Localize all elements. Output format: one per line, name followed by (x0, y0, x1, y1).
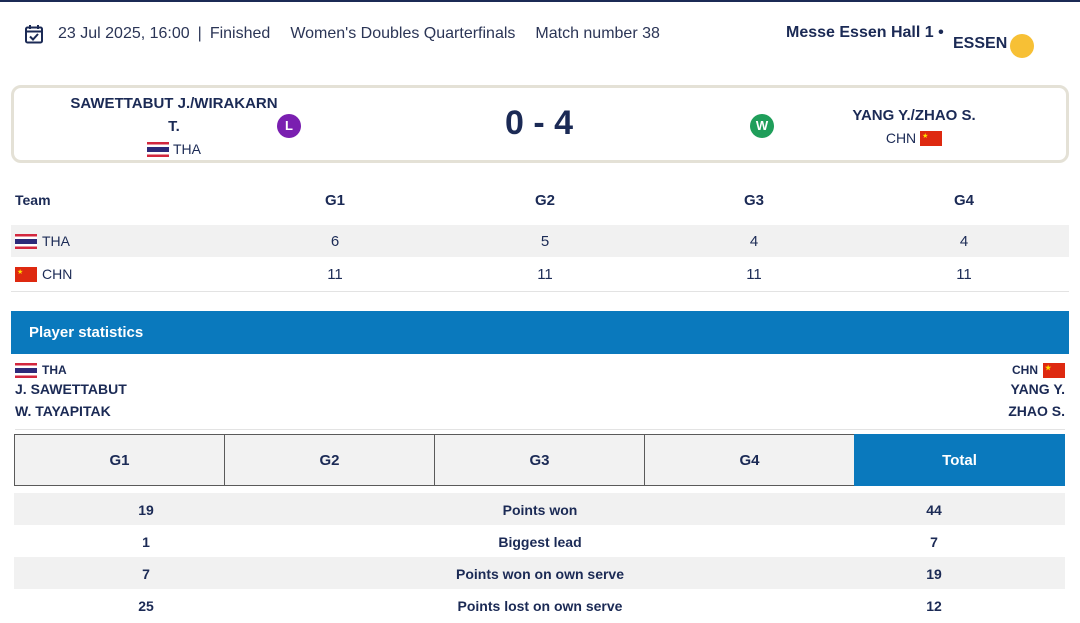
player-name[interactable]: W. TAYAPITAK (15, 403, 111, 419)
stat-row: 19 Points won 44 (14, 493, 1065, 525)
left-nation-code: THA (42, 363, 67, 377)
header-g1: G1 (324, 191, 345, 209)
match-date: 23 Jul 2025, 16:00 (58, 25, 190, 42)
top-rule (0, 0, 1080, 2)
thailand-flag-icon (15, 362, 37, 378)
calendar-check-icon (25, 25, 43, 44)
header-g2: G2 (534, 191, 555, 209)
player-name[interactable]: J. SAWETTABUT (15, 381, 127, 397)
row-team-code: CHN (42, 266, 73, 282)
match-score: 0 - 4 (504, 104, 574, 142)
game-tabs: G1 G2 G3 G4 Total (14, 434, 1065, 486)
game-score: 4 (749, 232, 759, 250)
player-statistics-title: Player statistics (29, 324, 144, 341)
win-badge: W (750, 114, 774, 138)
header-team: Team (15, 192, 51, 208)
tab-g3[interactable]: G3 (434, 434, 645, 486)
stats-table: 19 Points won 44 1 Biggest lead 7 7 Poin… (14, 493, 1065, 621)
stat-label: Points lost on own serve (457, 598, 623, 614)
stat-label: Points won (502, 502, 578, 518)
stat-left-value: 25 (138, 598, 154, 614)
team-b-name: YANG Y./ZHAO S. (852, 107, 976, 124)
tab-g2[interactable]: G2 (224, 434, 435, 486)
stat-right-value: 44 (926, 502, 942, 518)
stat-right-value: 19 (926, 566, 942, 582)
left-players: THA J. SAWETTABUT W. TAYAPITAK (15, 362, 127, 422)
table-row: THA 6 5 4 4 (11, 225, 1069, 257)
header-g4: G4 (953, 191, 974, 209)
china-flag-icon: ★ (1043, 362, 1065, 378)
event-name: Women's Doubles Quarterfinals (290, 25, 516, 42)
game-score: 11 (956, 265, 972, 283)
player-statistics-header: Player statistics (11, 311, 1069, 354)
row-team-code: THA (42, 233, 70, 249)
stat-row: 7 Points won on own serve 19 (14, 557, 1065, 589)
player-name[interactable]: ZHAO S. (1008, 403, 1065, 419)
score-card: SAWETTABUT J./WIRAKARN T. THA L 0 - 4 W … (11, 85, 1069, 163)
tab-g4[interactable]: G4 (644, 434, 855, 486)
tab-total[interactable]: Total (854, 434, 1065, 486)
table-row: ★ CHN 11 11 11 11 (11, 257, 1069, 292)
team-a-nation: THA (54, 138, 294, 161)
right-nation: CHN ★ (1008, 362, 1065, 378)
stat-row: 25 Points lost on own serve 12 (14, 589, 1065, 621)
divider (15, 429, 1065, 430)
stat-left-value: 19 (138, 502, 154, 518)
team-b-nation-code: CHN (885, 130, 917, 146)
stat-label: Biggest lead (498, 534, 582, 550)
stat-label: Points won on own serve (455, 566, 625, 582)
venue: Messe Essen Hall 1 • (786, 24, 944, 41)
left-nation: THA (15, 362, 127, 378)
meta-separator: | (197, 25, 202, 42)
game-score: 11 (327, 265, 343, 283)
game-score: 11 (537, 265, 553, 283)
match-number: Match number 38 (535, 25, 660, 42)
match-status: Finished (209, 25, 271, 42)
right-players: CHN ★ YANG Y. ZHAO S. (1008, 362, 1065, 422)
stat-right-value: 12 (926, 598, 942, 614)
city: ESSEN (953, 35, 1008, 52)
team-b-nation: CHN ★ (824, 127, 1004, 150)
china-flag-icon: ★ (15, 266, 37, 282)
sun-icon (1010, 34, 1034, 58)
tab-g1[interactable]: G1 (14, 434, 225, 486)
game-score: 11 (746, 265, 762, 283)
row-team: ★ CHN (15, 266, 72, 282)
row-team: THA (15, 233, 70, 249)
team-b[interactable]: YANG Y./ZHAO S. CHN ★ (824, 104, 1004, 150)
right-nation-code: CHN (1012, 363, 1038, 377)
loss-badge: L (277, 114, 301, 138)
thailand-flag-icon (15, 233, 37, 249)
stat-left-value: 7 (142, 566, 150, 582)
games-table-header: Team G1 G2 G3 G4 (11, 183, 1069, 217)
player-name[interactable]: YANG Y. (1010, 381, 1065, 397)
game-score: 5 (540, 232, 550, 250)
games-table: Team G1 G2 G3 G4 THA 6 5 4 4 ★ CHN 11 11… (11, 183, 1069, 292)
match-meta: 23 Jul 2025, 16:00 | Finished Women's Do… (24, 22, 660, 46)
game-score: 4 (959, 232, 969, 250)
stat-row: 1 Biggest lead 7 (14, 525, 1065, 557)
game-score: 6 (330, 232, 340, 250)
stat-right-value: 7 (930, 534, 938, 550)
team-a-name-line1: SAWETTABUT J./WIRAKARN (70, 95, 278, 112)
header-g3: G3 (743, 191, 764, 209)
team-a-nation-code: THA (173, 141, 201, 157)
thailand-flag-icon (147, 142, 169, 157)
stat-left-value: 1 (142, 534, 150, 550)
team-a[interactable]: SAWETTABUT J./WIRAKARN T. THA (54, 92, 294, 161)
team-a-name-line2: T. (168, 118, 180, 135)
china-flag-icon: ★ (920, 131, 943, 146)
